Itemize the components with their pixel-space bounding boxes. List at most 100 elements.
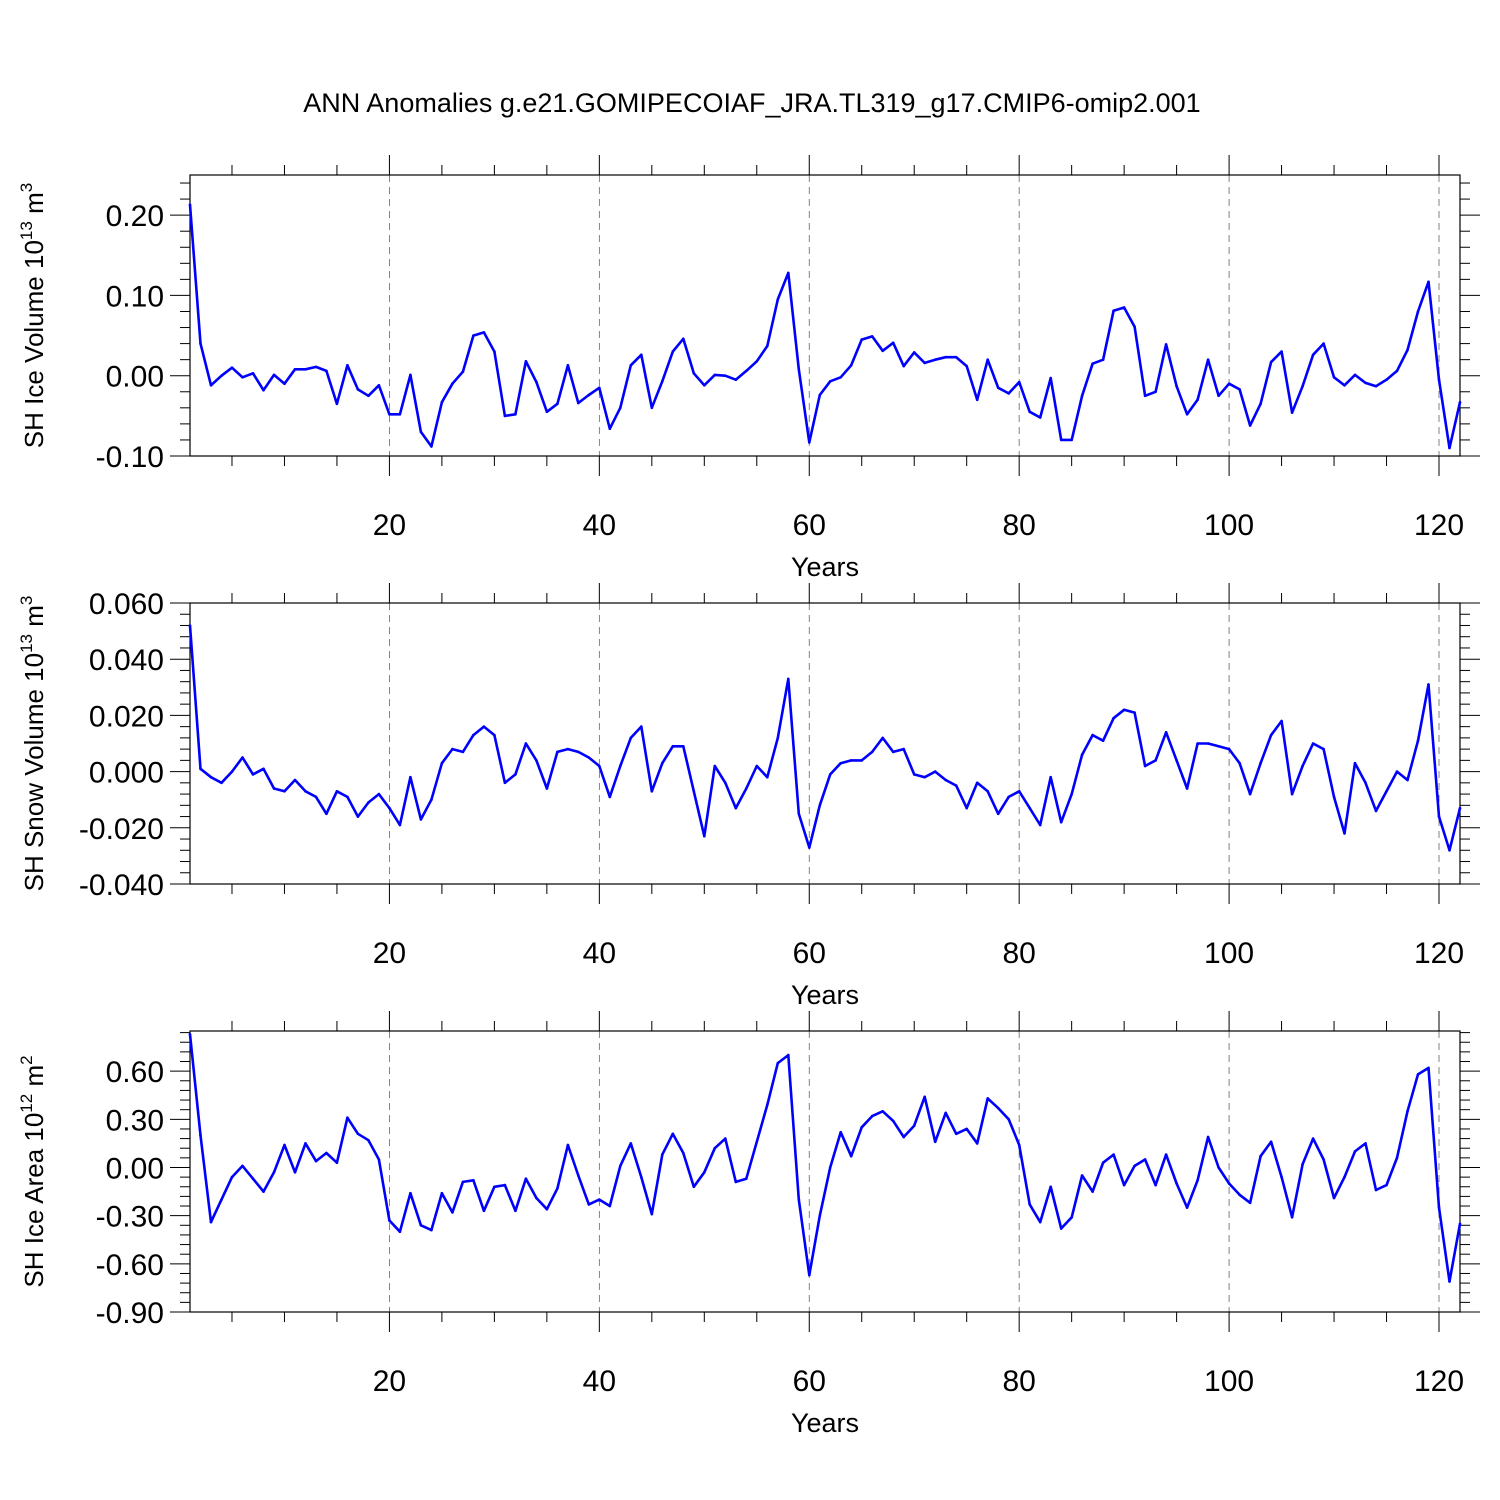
data-point	[933, 1140, 937, 1144]
data-point	[818, 804, 822, 807]
data-point	[912, 1124, 916, 1127]
data-point	[1374, 809, 1378, 813]
data-point	[1280, 719, 1283, 723]
data-point	[1353, 1150, 1357, 1153]
data-point	[1290, 1216, 1294, 1219]
data-point	[787, 1053, 790, 1057]
data-point	[629, 364, 633, 367]
data-point	[1206, 358, 1210, 362]
data-point	[724, 374, 727, 378]
data-point	[1238, 761, 1241, 765]
x-tick-label: 120	[1414, 1365, 1464, 1398]
data-point	[283, 790, 286, 793]
data-point	[220, 781, 223, 785]
y-tick-label: 0.040	[89, 644, 164, 677]
data-point	[1322, 342, 1325, 345]
data-point	[356, 815, 360, 818]
data-point	[377, 1158, 381, 1161]
data-point	[891, 750, 895, 754]
data-point	[1175, 759, 1178, 762]
data-point	[1154, 390, 1157, 394]
data-point	[1385, 378, 1388, 382]
data-point	[230, 366, 234, 370]
x-tick-label: 40	[583, 937, 616, 970]
data-point	[808, 1273, 811, 1277]
data-point	[325, 1151, 328, 1155]
data-point	[650, 406, 654, 410]
data-point	[703, 1171, 706, 1174]
y-tick-label: 0.10	[106, 280, 164, 313]
data-point	[954, 784, 958, 787]
x-tick-label: 80	[1002, 1365, 1035, 1398]
data-point	[1112, 309, 1115, 313]
data-point	[1059, 1227, 1063, 1230]
data-point	[1259, 761, 1262, 765]
data-point	[629, 1142, 633, 1145]
data-point	[1122, 1183, 1126, 1187]
data-point	[703, 834, 706, 838]
x-axis-label: Years	[791, 980, 859, 1010]
data-point	[870, 1114, 874, 1118]
data-point	[1143, 764, 1147, 768]
data-point	[640, 1175, 643, 1179]
data-point	[923, 1095, 926, 1099]
data-point	[409, 1191, 412, 1195]
data-point	[1133, 711, 1136, 714]
data-point	[535, 759, 538, 762]
data-point	[996, 386, 1000, 390]
y-tick-label: 0.000	[89, 757, 164, 790]
data-point	[1227, 1182, 1231, 1185]
data-point	[1185, 1206, 1189, 1209]
data-point	[828, 773, 832, 776]
data-point	[902, 364, 905, 368]
data-point	[1175, 384, 1178, 388]
data-point	[1301, 384, 1304, 388]
data-point	[472, 733, 475, 737]
series-points	[188, 203, 1462, 450]
data-point	[230, 1175, 234, 1179]
data-point	[787, 677, 790, 681]
data-point	[1332, 1196, 1336, 1200]
data-point	[1458, 400, 1462, 404]
data-point	[954, 355, 958, 359]
data-point	[587, 393, 591, 397]
data-point	[556, 402, 559, 406]
data-point	[251, 372, 255, 375]
x-tick-label: 100	[1204, 509, 1254, 542]
x-axis-label: Years	[791, 552, 859, 582]
data-point	[713, 373, 717, 377]
data-point	[1017, 790, 1021, 793]
data-point	[912, 351, 916, 354]
data-point	[986, 790, 989, 793]
data-point	[545, 1207, 549, 1211]
data-point	[1154, 759, 1157, 762]
data-point	[1070, 1216, 1073, 1219]
y-tick-label: -0.90	[96, 1297, 164, 1330]
data-point	[1206, 742, 1210, 745]
series-points	[188, 1032, 1462, 1283]
data-point	[503, 781, 507, 785]
data-point	[933, 770, 937, 773]
data-point	[1070, 438, 1073, 442]
x-tick-label: 20	[373, 937, 406, 970]
data-point	[671, 1132, 675, 1136]
data-point	[325, 812, 328, 816]
data-point	[965, 364, 968, 368]
data-point	[556, 750, 559, 754]
data-point	[314, 795, 318, 799]
data-point	[1143, 1158, 1147, 1161]
data-point	[860, 338, 863, 341]
data-point	[503, 414, 507, 418]
data-point	[545, 410, 549, 414]
data-point	[870, 750, 874, 754]
data-point	[1395, 1156, 1399, 1160]
data-point	[1248, 1201, 1252, 1205]
data-point	[1059, 438, 1063, 442]
x-tick-label: 20	[373, 1365, 406, 1398]
data-point	[1458, 806, 1462, 810]
data-point	[849, 759, 853, 762]
data-point	[1164, 1153, 1168, 1156]
data-point	[1112, 716, 1115, 720]
data-point	[1269, 360, 1273, 364]
data-point	[1154, 1183, 1157, 1187]
